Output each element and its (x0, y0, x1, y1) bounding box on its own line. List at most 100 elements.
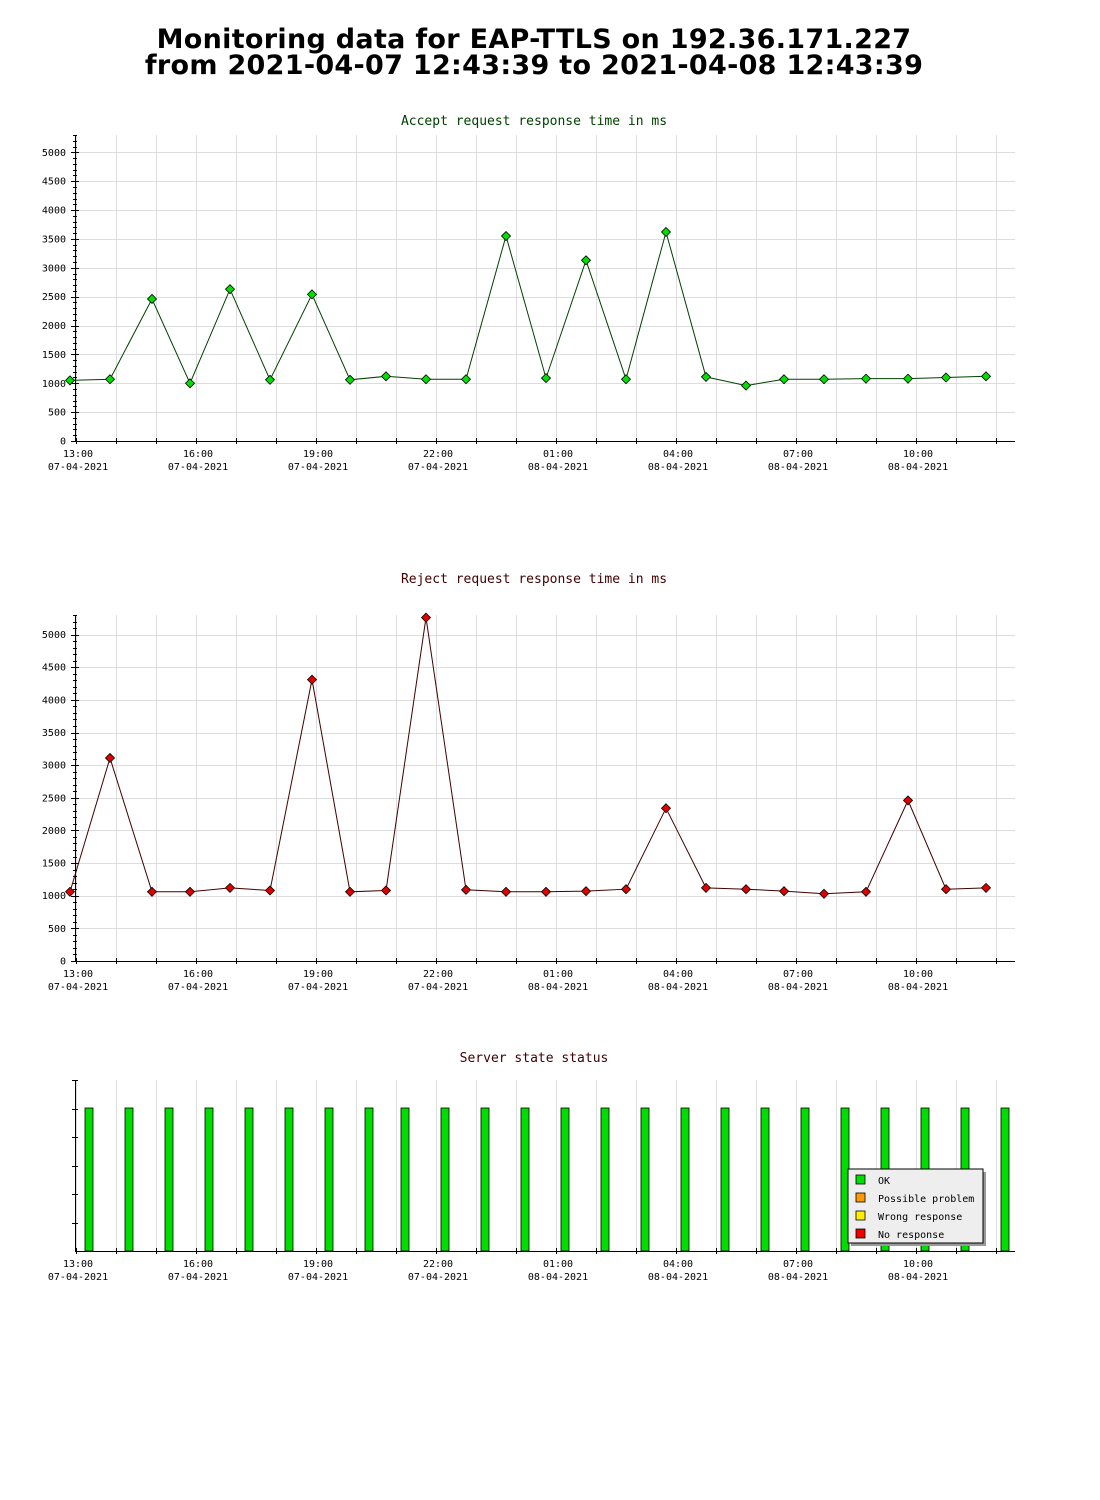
x-tick-label-date: 08-04-2021 (648, 1272, 708, 1283)
status-bar (720, 1107, 730, 1252)
accept-chart-title: Accept request response time in ms (401, 114, 667, 129)
y-tick-label: 1000 (42, 379, 66, 390)
reject-data-point (104, 752, 116, 764)
accept-data-point (306, 289, 318, 300)
reject-data-point (980, 882, 992, 893)
y-tick-label: 1000 (42, 891, 66, 902)
reject-data-point (740, 884, 752, 895)
legend-swatch (855, 1192, 866, 1203)
legend-label: Wrong response (878, 1212, 962, 1223)
x-tick-label-time: 04:00 (663, 969, 693, 980)
status-bar (600, 1107, 610, 1252)
status-bar (1000, 1107, 1010, 1252)
x-tick-label-date: 07-04-2021 (288, 462, 348, 473)
accept-data-point (184, 378, 196, 389)
reject-data-point (700, 882, 712, 893)
y-tick-label: 3000 (42, 761, 66, 772)
x-tick-label-date: 08-04-2021 (888, 462, 948, 473)
legend-swatch (855, 1228, 866, 1239)
x-tick-label-time: 13:00 (63, 449, 93, 460)
status-chart-title: Server state status (460, 1051, 609, 1066)
reject-data-point (306, 674, 318, 685)
status-bar (284, 1107, 294, 1252)
reject-data-point (146, 886, 158, 897)
accept-data-point (460, 374, 472, 385)
y-tick-label: 4000 (42, 206, 66, 217)
x-tick-label-time: 19:00 (303, 969, 333, 980)
status-bar (760, 1107, 770, 1252)
y-tick-label: 4500 (42, 663, 66, 674)
x-tick-label-time: 07:00 (783, 969, 813, 980)
x-tick-label-time: 04:00 (663, 449, 693, 460)
reject-data-point (184, 886, 196, 897)
x-tick-label-time: 19:00 (303, 449, 333, 460)
reject-data-point (860, 886, 872, 897)
reject-data-point (580, 886, 592, 897)
status-bar (244, 1107, 254, 1252)
x-tick-label-date: 08-04-2021 (768, 1272, 828, 1283)
reject-data-point (344, 886, 356, 897)
x-tick-label-date: 07-04-2021 (408, 1272, 468, 1283)
reject-data-point (64, 886, 76, 897)
reject-data-point (940, 884, 952, 895)
x-tick-label-time: 10:00 (903, 449, 933, 460)
reject-data-point (460, 884, 472, 895)
x-tick-label-date: 07-04-2021 (408, 462, 468, 473)
reject-data-point (660, 803, 672, 814)
x-tick-label-time: 16:00 (183, 969, 213, 980)
status-bar (520, 1107, 530, 1252)
reject-response-chart: 13:00 07-04-2021 16:00 07-04-2021 19:00 07-04… (42, 612, 1015, 993)
x-tick-label-date: 08-04-2021 (768, 462, 828, 473)
server-status-chart: 13:00 07-04-2021 16:00 07-04-2021 19:00 07-04… (48, 1080, 1015, 1283)
accept-data-point (224, 284, 236, 295)
y-tick-label: 1500 (42, 350, 66, 361)
accept-data-point (700, 371, 712, 382)
accept-data-point (500, 230, 512, 242)
accept-data-point (64, 375, 76, 386)
x-tick-label-date: 07-04-2021 (288, 1272, 348, 1283)
accept-data-point (818, 374, 830, 385)
y-tick-label: 500 (48, 408, 66, 419)
status-bar (164, 1107, 174, 1252)
y-tick-label: 5000 (42, 148, 66, 159)
x-tick-label-time: 01:00 (543, 449, 573, 460)
x-tick-label-time: 07:00 (783, 1259, 813, 1270)
y-tick-label: 3500 (42, 234, 66, 245)
y-tick-label: 3000 (42, 263, 66, 274)
x-tick-label-time: 04:00 (663, 1259, 693, 1270)
series-line (69, 230, 987, 387)
x-tick-label-time: 10:00 (903, 969, 933, 980)
x-tick-label-time: 22:00 (423, 449, 453, 460)
legend-box (847, 1168, 984, 1244)
x-tick-label-date: 08-04-2021 (768, 982, 828, 993)
x-tick-label-date: 08-04-2021 (888, 982, 948, 993)
reject-data-point (818, 888, 830, 899)
accept-data-point (660, 226, 672, 238)
accept-data-point (146, 293, 158, 305)
reject-data-point (380, 885, 392, 896)
x-tick-label-date: 08-04-2021 (528, 462, 588, 473)
reject-data-point (902, 795, 914, 806)
x-tick-label-date: 07-04-2021 (168, 1272, 228, 1283)
y-tick-label: 2500 (42, 292, 66, 303)
accept-data-point (860, 373, 872, 384)
x-tick-label-time: 13:00 (63, 1259, 93, 1270)
x-tick-label-date: 08-04-2021 (648, 982, 708, 993)
x-tick-label-date: 07-04-2021 (168, 982, 228, 993)
status-bar (124, 1107, 134, 1252)
x-tick-label-date: 07-04-2021 (48, 1272, 108, 1283)
y-tick-label: 1500 (42, 859, 66, 870)
legend-swatch (855, 1174, 866, 1185)
x-tick-label-time: 22:00 (423, 1259, 453, 1270)
x-tick-label-time: 19:00 (303, 1259, 333, 1270)
status-bar (480, 1107, 490, 1252)
x-tick-label-date: 07-04-2021 (288, 982, 348, 993)
x-tick-label-time: 07:00 (783, 449, 813, 460)
accept-data-point (940, 372, 952, 383)
status-bar (440, 1107, 450, 1252)
x-tick-label-time: 10:00 (903, 1259, 933, 1270)
reject-data-point (224, 882, 236, 893)
x-tick-label-time: 13:00 (63, 969, 93, 980)
reject-data-point (540, 886, 552, 897)
y-tick-label: 5000 (42, 630, 66, 641)
